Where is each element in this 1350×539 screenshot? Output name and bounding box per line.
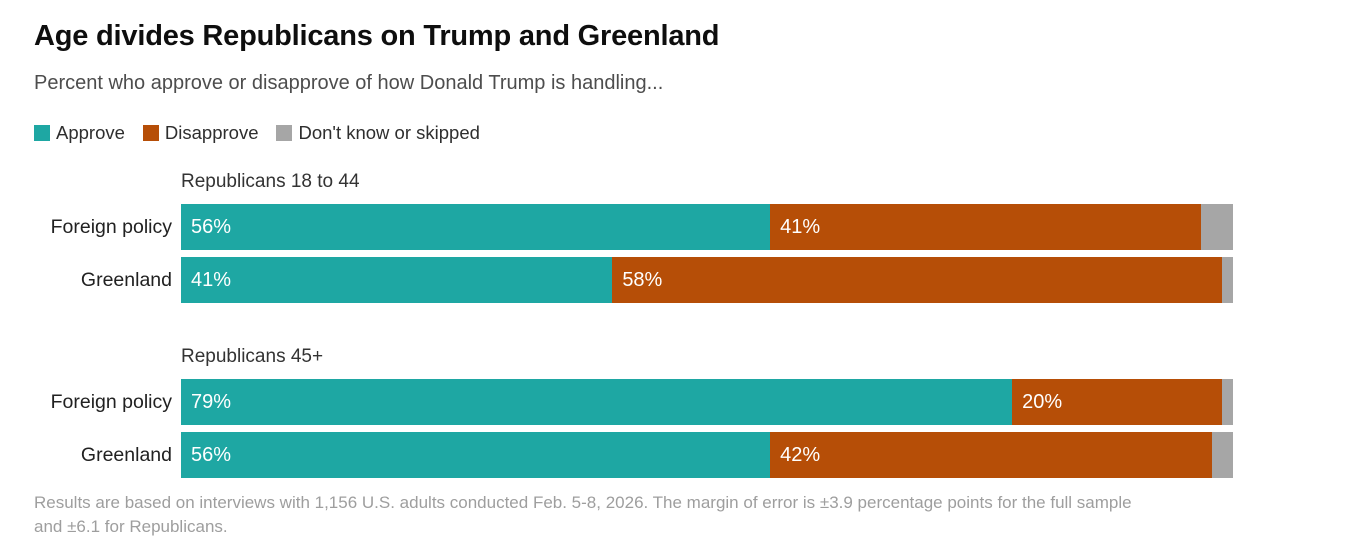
- dont-know-swatch-icon: [276, 125, 293, 141]
- approve-segment: 79%: [181, 379, 1013, 425]
- bar-row-18-44-foreign-policy: Foreign policy 56% 41%: [34, 204, 1350, 250]
- disapprove-value-label: 42%: [780, 444, 821, 466]
- methodology-note: Results are based on interviews with 1,1…: [34, 493, 1132, 536]
- legend-label: Disapprove: [164, 122, 259, 143]
- bar-row-45plus-foreign-policy: Foreign policy 79% 20%: [34, 379, 1350, 425]
- bar-row-18-44-greenland: Greenland 41% 58%: [34, 257, 1350, 303]
- legend-item-disapprove: Disapprove: [142, 122, 259, 144]
- dont-know-segment: [1211, 432, 1233, 478]
- row-label: Greenland: [80, 269, 172, 291]
- age-group-18-44: Republicans 18 to 44 Foreign policy 56% …: [34, 172, 1350, 303]
- disapprove-segment: 42%: [770, 432, 1212, 478]
- group-header-45-plus: Republicans 45+: [181, 346, 324, 367]
- disapprove-segment: 20%: [1012, 379, 1223, 425]
- stacked-bar: 41% 58%: [181, 257, 1233, 303]
- stacked-bar: 56% 41%: [181, 204, 1233, 250]
- legend: Approve Disapprove Don't know or skipped: [34, 122, 1350, 144]
- legend-item-dont-know: Don't know or skipped: [276, 122, 480, 144]
- dont-know-segment: [1222, 257, 1233, 303]
- legend-label: Approve: [56, 122, 125, 143]
- bar-row-45plus-greenland: Greenland 56% 42%: [34, 432, 1350, 478]
- legend-label: Don't know or skipped: [298, 122, 480, 143]
- dont-know-segment: [1222, 379, 1233, 425]
- group-header-18-44: Republicans 18 to 44: [181, 171, 360, 192]
- approve-segment: 56%: [181, 204, 771, 250]
- disapprove-segment: 41%: [770, 204, 1202, 250]
- approve-segment: 56%: [181, 432, 771, 478]
- approve-segment: 41%: [181, 257, 613, 303]
- disapprove-segment: 58%: [612, 257, 1223, 303]
- disapprove-swatch-icon: [142, 125, 159, 141]
- disapprove-value-label: 20%: [1022, 391, 1063, 413]
- approve-value-label: 79%: [191, 391, 232, 413]
- approve-value-label: 56%: [191, 444, 232, 466]
- approve-value-label: 56%: [191, 216, 232, 238]
- dont-know-segment: [1201, 204, 1233, 250]
- legend-item-approve: Approve: [34, 122, 125, 144]
- row-label: Foreign policy: [50, 216, 172, 238]
- row-label: Greenland: [80, 444, 172, 466]
- disapprove-value-label: 58%: [622, 269, 663, 291]
- approve-value-label: 41%: [191, 269, 232, 291]
- age-group-45-plus: Republicans 45+ Foreign policy 79% 20% G…: [34, 347, 1350, 478]
- stacked-bar: 79% 20%: [181, 379, 1233, 425]
- page-subtitle: Percent who approve or disapprove of how…: [34, 72, 664, 94]
- row-label: Foreign policy: [50, 391, 172, 413]
- page-title: Age divides Republicans on Trump and Gre…: [34, 20, 720, 52]
- approve-swatch-icon: [34, 125, 50, 141]
- stacked-bar: 56% 42%: [181, 432, 1233, 478]
- disapprove-value-label: 41%: [780, 216, 821, 238]
